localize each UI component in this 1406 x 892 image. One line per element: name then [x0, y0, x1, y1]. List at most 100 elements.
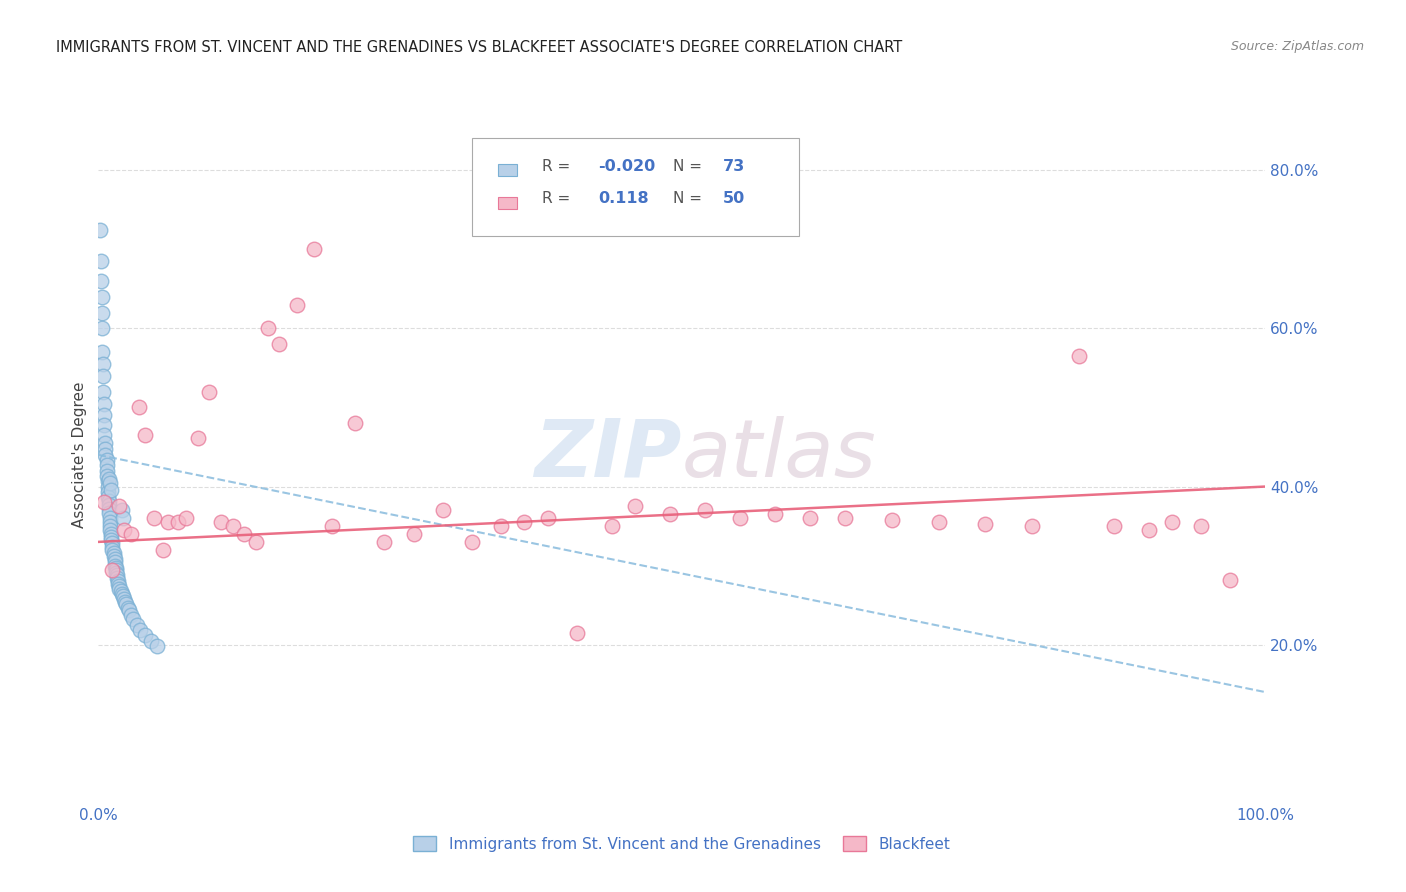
- Point: [1102, 519, 1125, 533]
- Point: [513, 515, 536, 529]
- Text: N =: N =: [672, 159, 702, 174]
- Point: [101, 540, 124, 554]
- Point: [489, 519, 512, 533]
- Point: [96, 458, 118, 473]
- Point: [120, 607, 142, 622]
- Point: [94, 448, 117, 462]
- Point: [89, 222, 111, 236]
- Point: [97, 474, 120, 488]
- Point: [104, 566, 127, 580]
- Point: [402, 527, 425, 541]
- Point: [98, 519, 121, 533]
- Point: [256, 321, 278, 335]
- Point: [91, 357, 114, 371]
- Point: [100, 533, 122, 548]
- FancyBboxPatch shape: [498, 197, 517, 210]
- Text: -0.020: -0.020: [598, 159, 655, 174]
- Point: [104, 563, 127, 577]
- Point: [101, 563, 124, 577]
- Point: [90, 254, 112, 268]
- Point: [114, 595, 136, 609]
- Point: [97, 479, 120, 493]
- Point: [659, 507, 682, 521]
- Point: [90, 345, 112, 359]
- Point: [108, 582, 131, 596]
- Point: [93, 409, 115, 423]
- Point: [108, 579, 131, 593]
- Point: [90, 305, 112, 319]
- Point: [974, 517, 997, 532]
- Point: [187, 430, 209, 444]
- Point: [112, 523, 135, 537]
- Point: [166, 515, 188, 529]
- Point: [93, 396, 115, 410]
- Text: 73: 73: [723, 159, 745, 174]
- Text: 0.118: 0.118: [598, 192, 648, 206]
- FancyBboxPatch shape: [498, 164, 517, 177]
- Point: [134, 628, 156, 642]
- Point: [373, 534, 395, 549]
- Point: [94, 442, 117, 456]
- Point: [98, 475, 121, 490]
- Point: [763, 507, 786, 521]
- Point: [91, 368, 114, 383]
- Point: [537, 511, 560, 525]
- Point: [100, 530, 122, 544]
- Text: Source: ZipAtlas.com: Source: ZipAtlas.com: [1230, 40, 1364, 54]
- Point: [1189, 519, 1212, 533]
- Point: [105, 571, 128, 585]
- Point: [461, 534, 484, 549]
- Point: [118, 603, 141, 617]
- Point: [834, 511, 856, 525]
- Point: [98, 515, 121, 529]
- Point: [100, 483, 122, 498]
- Point: [565, 625, 588, 640]
- Point: [104, 561, 127, 575]
- Text: N =: N =: [672, 192, 702, 206]
- Text: R =: R =: [541, 192, 569, 206]
- Point: [107, 576, 129, 591]
- Point: [110, 583, 132, 598]
- Point: [129, 623, 152, 637]
- Point: [1161, 515, 1184, 529]
- Point: [115, 598, 138, 612]
- Point: [90, 290, 112, 304]
- Point: [198, 384, 221, 399]
- Point: [105, 568, 128, 582]
- Point: [134, 428, 156, 442]
- Point: [101, 536, 124, 550]
- Point: [304, 243, 326, 257]
- Point: [117, 600, 139, 615]
- Point: [96, 464, 118, 478]
- Point: [174, 511, 197, 525]
- Point: [103, 546, 125, 560]
- Text: 50: 50: [723, 192, 745, 206]
- Point: [103, 549, 125, 563]
- Point: [695, 503, 717, 517]
- Point: [624, 500, 647, 514]
- Point: [97, 507, 120, 521]
- Point: [221, 519, 243, 533]
- Point: [122, 612, 145, 626]
- Point: [799, 511, 821, 525]
- Point: [111, 511, 134, 525]
- Point: [97, 493, 120, 508]
- Point: [90, 321, 112, 335]
- Point: [1067, 349, 1090, 363]
- Point: [97, 501, 120, 516]
- Point: [128, 401, 150, 415]
- Point: [600, 519, 623, 533]
- Point: [1021, 519, 1043, 533]
- Point: [146, 639, 169, 653]
- Point: [104, 558, 127, 573]
- Text: ZIP: ZIP: [534, 416, 682, 494]
- Point: [928, 515, 950, 529]
- Point: [209, 515, 232, 529]
- Point: [96, 469, 118, 483]
- Point: [157, 515, 180, 529]
- Point: [104, 552, 127, 566]
- Point: [97, 485, 120, 500]
- Point: [139, 633, 162, 648]
- FancyBboxPatch shape: [472, 138, 799, 235]
- Point: [432, 503, 454, 517]
